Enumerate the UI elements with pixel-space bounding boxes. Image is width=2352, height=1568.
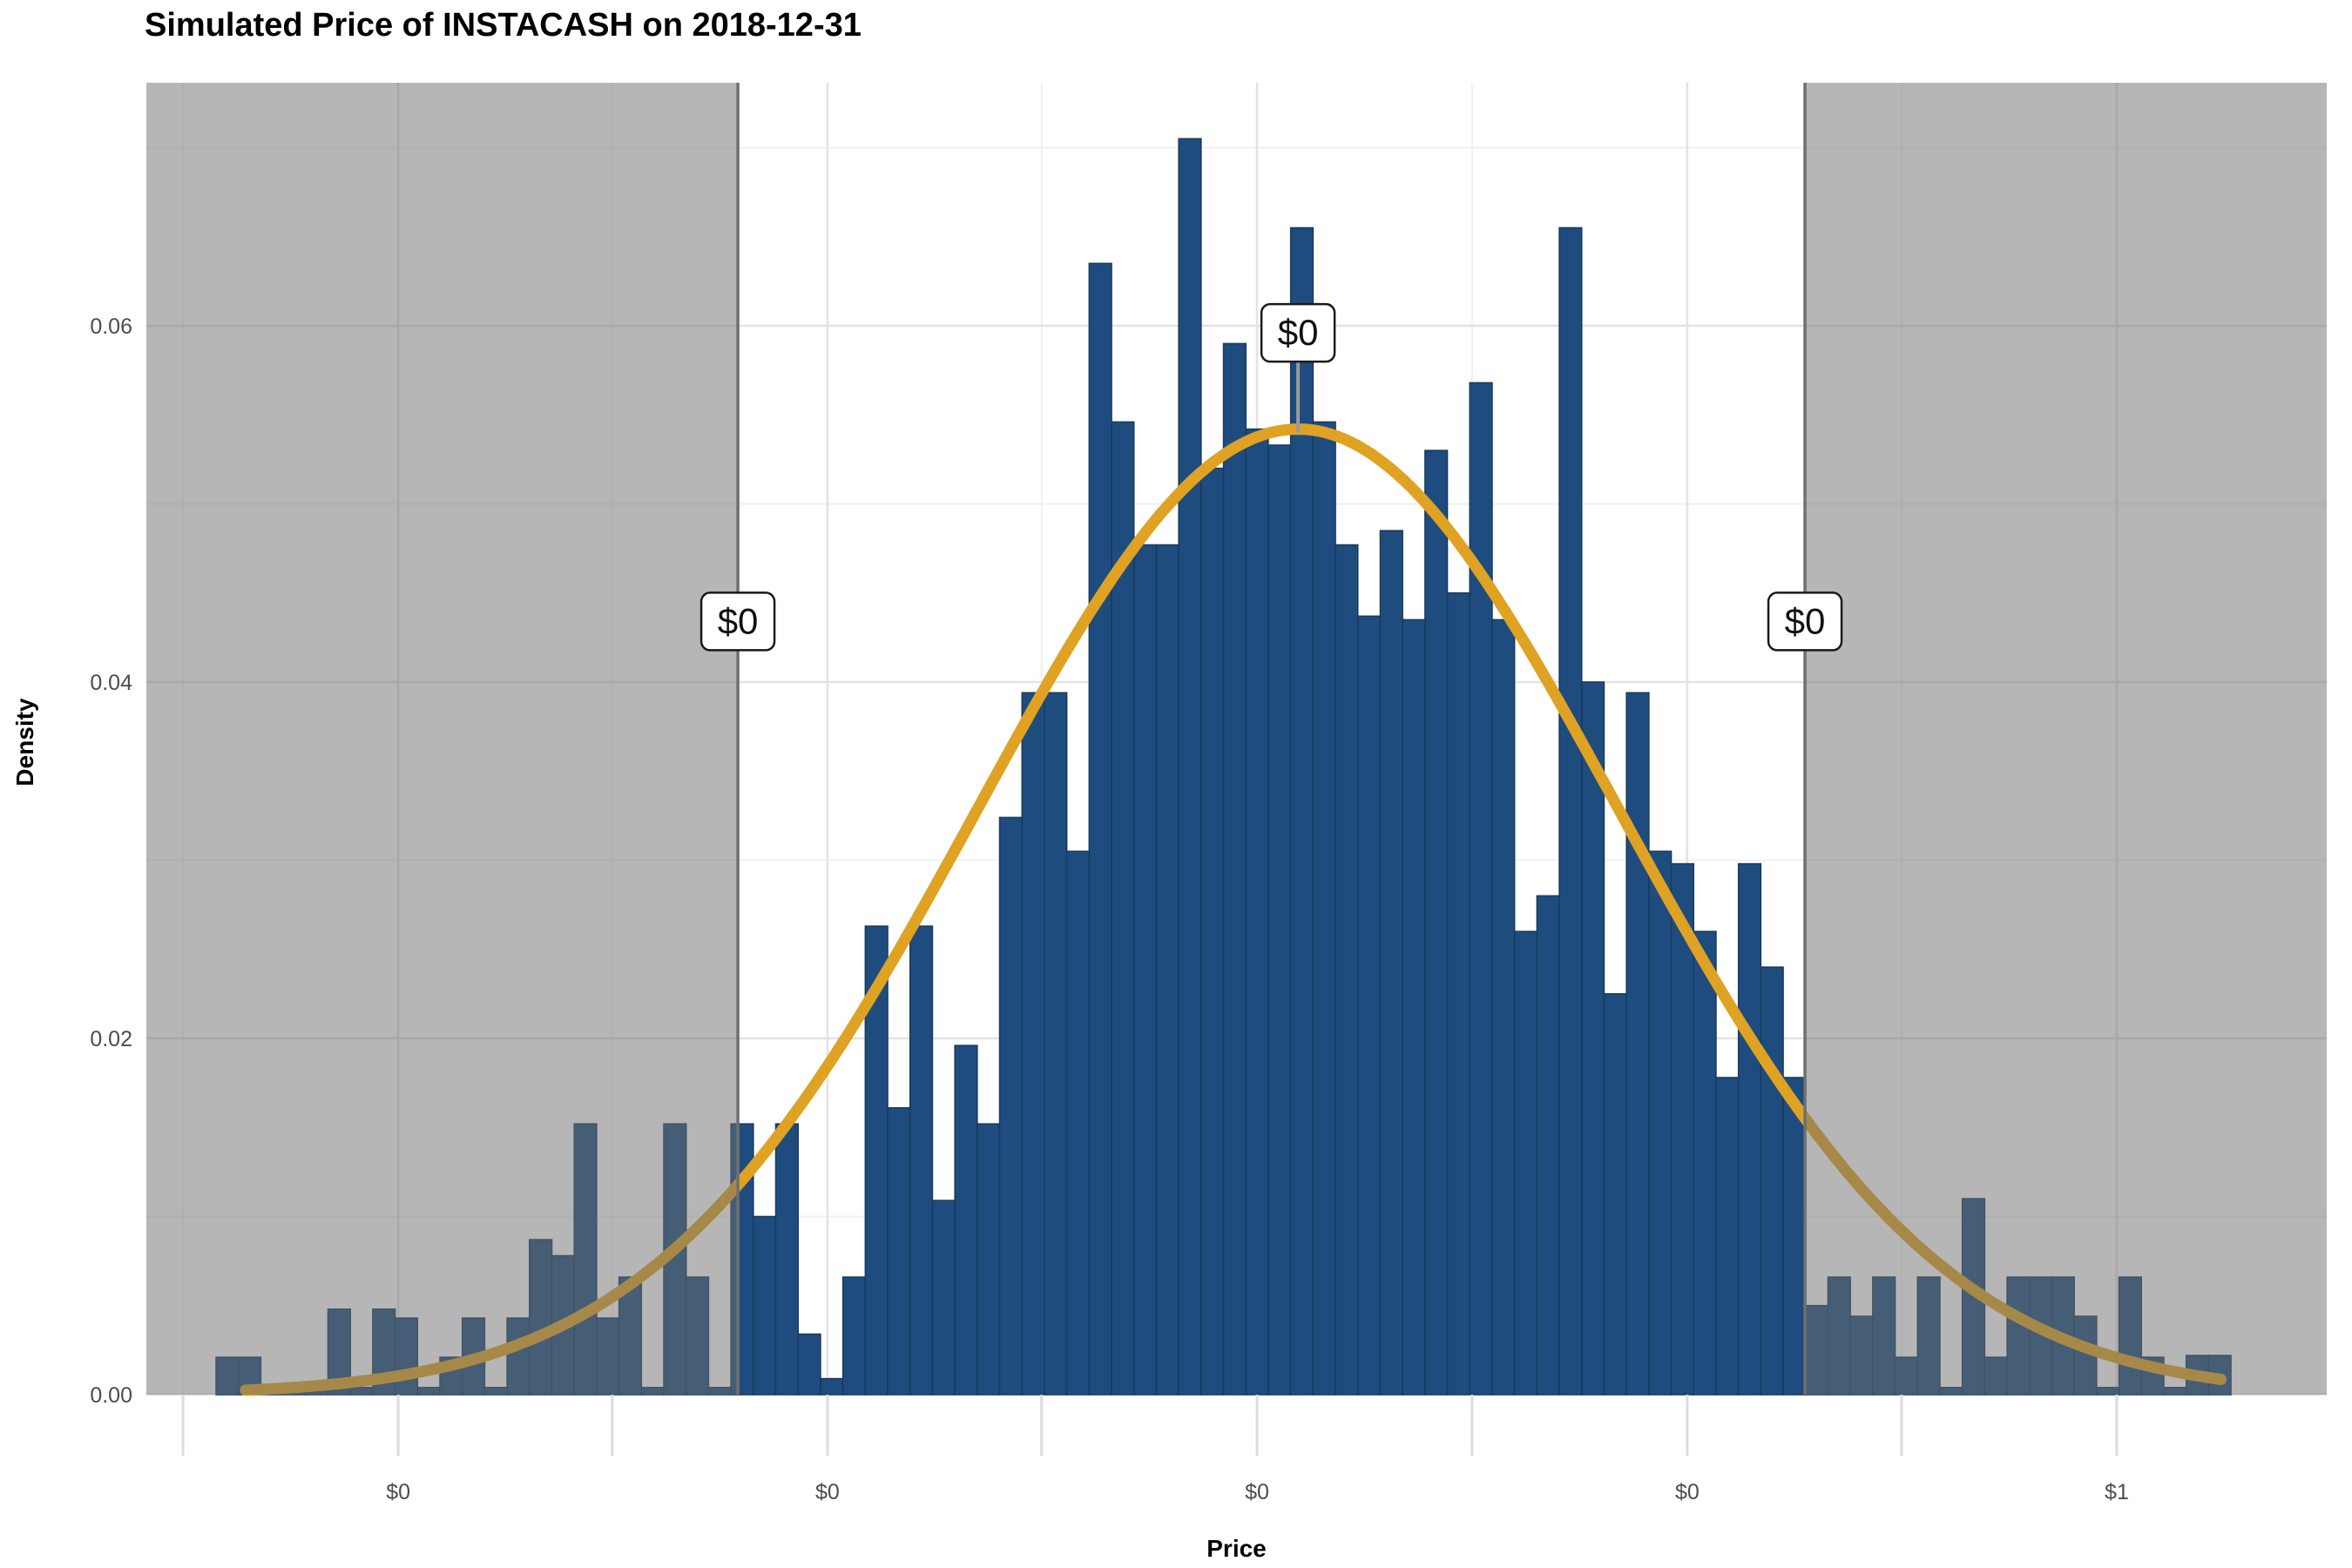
histogram-bar <box>1379 530 1403 1396</box>
histogram-bar <box>1558 226 1583 1396</box>
histogram-bar <box>1088 262 1112 1396</box>
histogram-bar <box>998 816 1023 1396</box>
mean-price-label: $0 <box>1278 312 1319 353</box>
upper-ci-label: $0 <box>1785 600 1826 641</box>
histogram-bar <box>954 1044 978 1396</box>
histogram-bar <box>841 1276 867 1396</box>
ci-shade-right <box>1805 83 2327 1395</box>
histogram-bar <box>1312 421 1336 1396</box>
histogram-bar <box>753 1215 777 1396</box>
histogram-bar <box>1356 615 1382 1396</box>
histogram-bar <box>1132 544 1158 1396</box>
histogram-bar <box>1580 681 1605 1396</box>
histogram-bar <box>1289 226 1315 1396</box>
histogram-bar <box>1670 862 1694 1396</box>
x-tick-label: $0 <box>815 1480 840 1504</box>
mean-price-label-box <box>1260 302 1336 363</box>
histogram-bar <box>1469 382 1493 1396</box>
histogram-bar <box>1155 544 1179 1396</box>
histogram-bar <box>1446 591 1470 1396</box>
y-tick-label: 0.00 <box>90 1383 132 1408</box>
histogram-bar <box>1782 1077 1807 1396</box>
histogram-bar <box>1178 138 1202 1396</box>
histogram-bar <box>774 1123 799 1396</box>
histogram-bar <box>1021 692 1045 1396</box>
x-tick-label: $0 <box>1675 1480 1700 1504</box>
histogram-bar <box>1267 444 1292 1396</box>
histogram-bar <box>909 925 934 1396</box>
histogram-bar <box>1513 930 1538 1396</box>
lower-ci-label-box <box>700 591 776 652</box>
y-axis-title: Density <box>11 698 38 787</box>
histogram-bar <box>1603 993 1627 1396</box>
ci-shade-left <box>146 83 739 1395</box>
histogram-bar <box>977 1123 1001 1396</box>
histogram-bar <box>1648 850 1673 1396</box>
histogram-bar <box>1737 862 1762 1396</box>
histogram-bar <box>1693 930 1717 1396</box>
histogram-bar <box>1760 966 1784 1396</box>
y-tick-label: 0.06 <box>90 314 132 339</box>
histogram-bar <box>1424 449 1449 1396</box>
chart-title: Simulated Price of INSTACASH on 2018-12-… <box>145 7 862 44</box>
y-tick-label: 0.04 <box>90 671 132 695</box>
histogram-bar <box>820 1377 844 1396</box>
histogram-bar <box>1245 428 1269 1396</box>
histogram-bar <box>1200 467 1225 1396</box>
histogram-bar <box>1402 618 1426 1396</box>
x-axis-title: Price <box>1206 1535 1267 1562</box>
histogram-bar <box>1536 895 1560 1396</box>
x-tick-label: $1 <box>2105 1480 2129 1504</box>
histogram-bar <box>931 1200 956 1396</box>
histogram-bar <box>1715 1077 1740 1396</box>
x-tick-label: $0 <box>1245 1480 1269 1504</box>
histogram-bar <box>797 1333 821 1396</box>
histogram-bar <box>887 1106 911 1396</box>
lower-ci-label: $0 <box>718 600 759 641</box>
histogram-bar <box>1335 544 1359 1396</box>
histogram-bar <box>1044 692 1068 1396</box>
histogram-bar <box>1625 692 1650 1396</box>
histogram-bar <box>1065 850 1091 1396</box>
x-tick-label: $0 <box>386 1480 410 1504</box>
y-tick-label: 0.02 <box>90 1027 132 1051</box>
histogram-bar <box>1222 342 1247 1396</box>
histogram-bar <box>1491 618 1516 1396</box>
upper-ci-label-box <box>1767 591 1843 652</box>
